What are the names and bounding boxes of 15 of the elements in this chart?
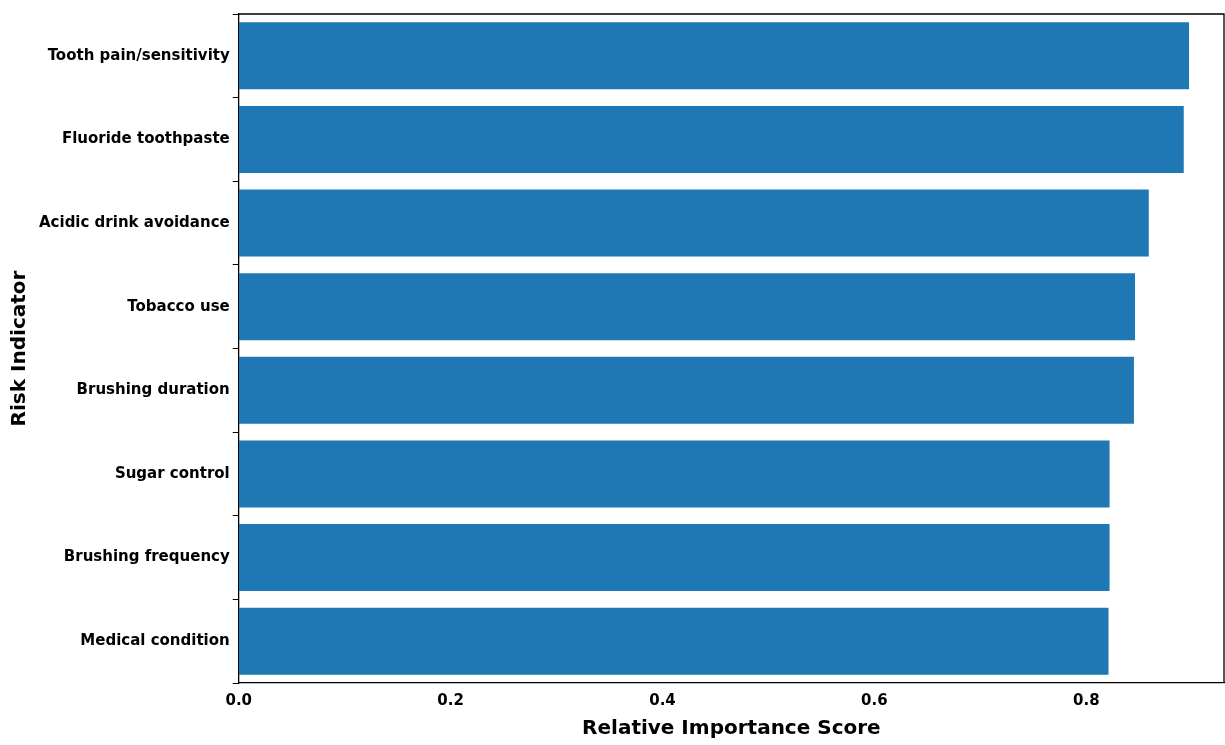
x-axis-title: Relative Importance Score [582, 715, 881, 740]
y-tick-label: Brushing duration [76, 380, 230, 399]
y-tick-label: Tooth pain/sensitivity [47, 45, 230, 64]
x-tick-label: 0.4 [649, 690, 676, 709]
y-tick-label: Sugar control [114, 463, 230, 482]
y-tick-label: Tobacco use [127, 296, 230, 315]
y-axis-title: Risk Indicator [6, 270, 31, 427]
y-tick-label: Brushing frequency [63, 547, 230, 566]
x-tick-label: 0.2 [437, 690, 464, 709]
x-tick-label: 0.0 [225, 690, 253, 709]
y-tick-label: Fluoride toothpaste [61, 129, 230, 148]
x-tick-label: 0.8 [1072, 690, 1100, 709]
y-tick-label: Medical condition [80, 631, 230, 650]
x-tick-label: 0.6 [861, 690, 888, 709]
y-tick-label: Acidic drink avoidance [38, 212, 230, 231]
